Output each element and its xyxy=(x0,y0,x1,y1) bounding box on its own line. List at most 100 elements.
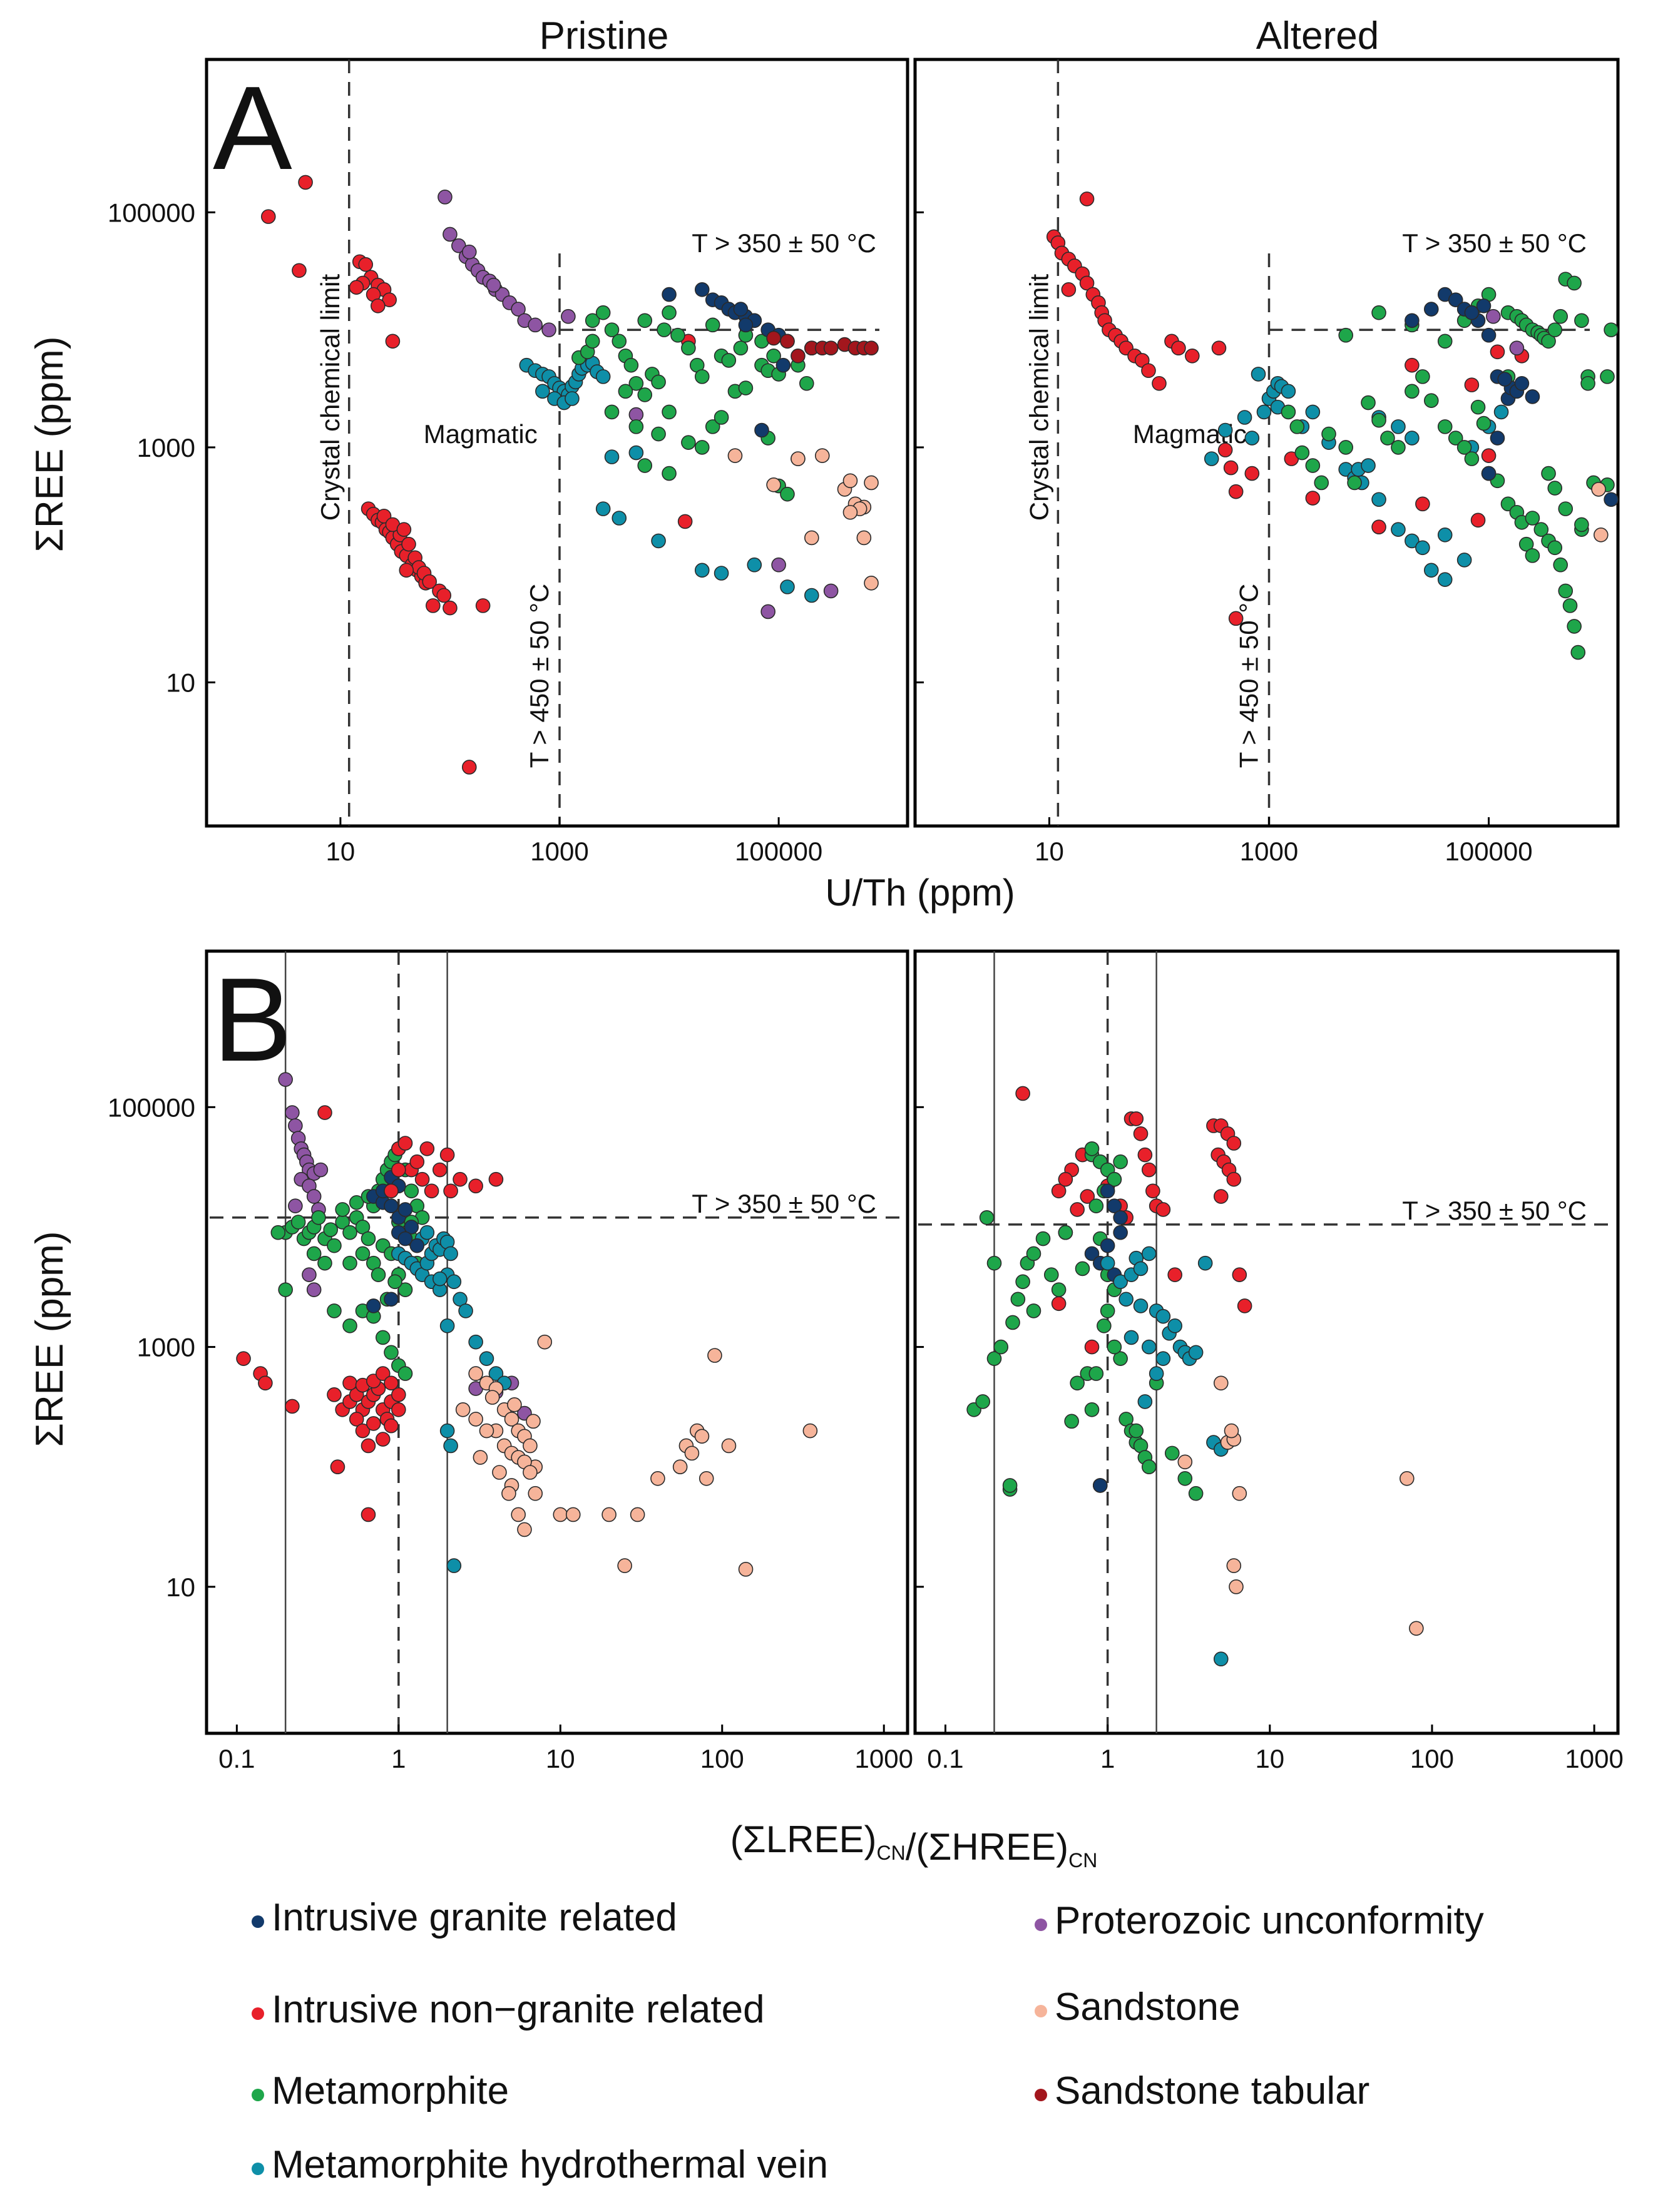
data-point-mhv xyxy=(628,445,644,461)
x-tick-label: 1 xyxy=(1100,1744,1115,1773)
data-point-ingr xyxy=(285,1399,300,1414)
data-point-mhv xyxy=(604,449,620,464)
data-point-igr xyxy=(1476,298,1492,313)
data-point-mhv xyxy=(1361,458,1376,473)
data-point-pu xyxy=(461,244,477,260)
data-point-mhv xyxy=(1133,1261,1149,1277)
data-point-ingr xyxy=(1155,1202,1171,1217)
data-point-met xyxy=(1347,475,1362,491)
panel-letter: A xyxy=(213,62,292,195)
data-point-ingr xyxy=(1305,491,1321,506)
data-point-ingr xyxy=(419,1141,435,1156)
data-point-ingr xyxy=(414,1171,430,1187)
y-tick-label: 1000 xyxy=(137,433,195,462)
data-point-ingr xyxy=(1152,375,1167,391)
data-point-met xyxy=(595,305,611,320)
legend-marker-pu xyxy=(1035,1919,1047,1931)
data-point-met xyxy=(1415,369,1430,384)
data-point-met xyxy=(1070,1375,1085,1391)
data-point-mhv xyxy=(804,588,819,603)
data-point-mhv xyxy=(1371,492,1386,507)
data-point-met xyxy=(1142,1459,1157,1475)
data-point-ingr xyxy=(436,588,452,603)
data-point-met xyxy=(1405,384,1420,399)
data-point-ingr xyxy=(385,334,401,349)
data-point-ingr xyxy=(1058,1171,1073,1187)
data-point-mhv xyxy=(1437,527,1453,543)
x-tick-label: 10 xyxy=(546,1744,575,1773)
data-point-ingr xyxy=(1051,1183,1067,1199)
data-point-met xyxy=(1002,1478,1018,1493)
data-point-igr xyxy=(1113,1225,1128,1240)
plot-frame xyxy=(913,949,1620,1735)
data-point-met xyxy=(604,404,620,420)
data-point-met xyxy=(1289,419,1305,434)
data-point-met xyxy=(311,1210,326,1225)
data-point-ingr xyxy=(1226,1171,1242,1187)
data-point-igr xyxy=(384,1292,399,1307)
data-point-met xyxy=(1547,322,1563,337)
data-point-ss xyxy=(842,504,858,520)
data-point-ss xyxy=(528,1486,543,1501)
data-point-met xyxy=(1043,1267,1059,1283)
data-point-met xyxy=(384,1345,399,1360)
data-point-ingr xyxy=(1244,466,1260,481)
data-point-met xyxy=(397,1366,413,1381)
data-point-ingr xyxy=(327,1387,342,1402)
data-point-met xyxy=(1005,1315,1020,1330)
data-point-igr xyxy=(1113,1210,1128,1225)
data-point-met xyxy=(1088,1198,1104,1214)
x-tick-label: 1000 xyxy=(530,837,588,866)
y-tick-label: 100000 xyxy=(108,198,195,227)
data-point-ss xyxy=(504,1412,519,1427)
y-tick-label: 1000 xyxy=(137,1333,195,1362)
data-point-ingr xyxy=(677,514,693,529)
data-point-met xyxy=(1391,440,1406,455)
t350-label: T > 350 ± 50 °C xyxy=(692,1189,876,1218)
data-point-ss xyxy=(1229,1579,1244,1594)
data-point-ingr xyxy=(1084,1339,1100,1355)
data-point-ingr xyxy=(258,1375,273,1391)
data-point-ss xyxy=(766,477,781,492)
data-point-met xyxy=(335,1202,350,1217)
data-point-ss xyxy=(468,1366,483,1381)
data-point-ss xyxy=(523,1438,538,1454)
data-point-ingr xyxy=(443,1183,458,1199)
data-point-met xyxy=(637,313,653,329)
data-point-met xyxy=(361,1231,376,1246)
data-point-ss xyxy=(864,475,879,491)
data-point-ss xyxy=(684,1445,700,1461)
data-point-met xyxy=(1107,1339,1122,1355)
data-point-met xyxy=(1525,548,1540,563)
data-point-met xyxy=(618,384,633,399)
data-point-met xyxy=(1604,322,1619,337)
data-point-met xyxy=(1533,522,1549,538)
data-point-met xyxy=(612,334,627,349)
data-point-ingr xyxy=(1217,442,1233,457)
data-point-pu xyxy=(306,1282,322,1297)
data-point-met xyxy=(993,1339,1009,1355)
data-point-met xyxy=(694,369,710,384)
data-point-ss xyxy=(1594,527,1609,543)
data-point-met xyxy=(651,426,666,442)
data-point-mhv xyxy=(595,369,611,384)
data-point-mhv xyxy=(446,1274,462,1290)
data-point-met xyxy=(705,419,720,434)
data-point-mhv xyxy=(1391,419,1406,434)
data-point-ingr xyxy=(439,1147,455,1163)
data-point-ingr xyxy=(236,1351,251,1366)
data-point-met xyxy=(637,387,653,402)
data-point-mhv xyxy=(1155,1351,1171,1366)
data-point-ss xyxy=(511,1507,526,1522)
data-point-mhv xyxy=(1155,1308,1171,1324)
data-point-met xyxy=(1558,583,1574,599)
data-point-ingr xyxy=(1213,1189,1229,1204)
legend-label-pu: Proterozoic unconformity xyxy=(1055,1899,1484,1942)
data-point-met xyxy=(306,1246,322,1261)
data-point-ingr xyxy=(349,1412,364,1427)
data-point-met xyxy=(1188,1486,1204,1501)
data-point-met xyxy=(404,1183,419,1199)
data-point-mhv xyxy=(1415,540,1430,556)
data-point-igr xyxy=(1405,313,1420,329)
data-point-ss xyxy=(804,530,819,546)
